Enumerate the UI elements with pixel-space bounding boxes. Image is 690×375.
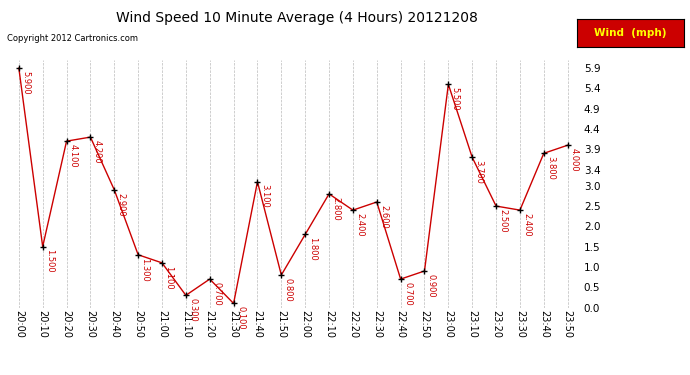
Text: 3.100: 3.100 — [260, 184, 269, 208]
Text: 1.100: 1.100 — [164, 266, 173, 289]
Text: 5.500: 5.500 — [451, 87, 460, 111]
Text: 0.700: 0.700 — [213, 282, 221, 306]
Text: 2.500: 2.500 — [499, 209, 508, 232]
Text: 5.900: 5.900 — [21, 71, 30, 94]
Text: 2.800: 2.800 — [331, 196, 340, 220]
Text: 3.700: 3.700 — [475, 160, 484, 184]
Text: 0.300: 0.300 — [188, 298, 197, 322]
Text: 4.100: 4.100 — [69, 144, 78, 168]
Text: 2.900: 2.900 — [117, 193, 126, 216]
Text: 2.600: 2.600 — [380, 205, 388, 228]
Text: 2.400: 2.400 — [355, 213, 364, 237]
Text: Copyright 2012 Cartronics.com: Copyright 2012 Cartronics.com — [7, 34, 138, 43]
Text: 0.800: 0.800 — [284, 278, 293, 302]
Text: 0.100: 0.100 — [236, 306, 245, 330]
Text: 1.800: 1.800 — [308, 237, 317, 261]
Text: 0.700: 0.700 — [403, 282, 412, 306]
Text: 3.800: 3.800 — [546, 156, 555, 180]
Text: 4.200: 4.200 — [93, 140, 102, 164]
Text: Wind  (mph): Wind (mph) — [594, 28, 667, 38]
Text: 0.900: 0.900 — [427, 274, 436, 297]
Text: 2.400: 2.400 — [522, 213, 531, 237]
Text: 1.500: 1.500 — [45, 249, 54, 273]
Text: 1.300: 1.300 — [141, 258, 150, 281]
Text: Wind Speed 10 Minute Average (4 Hours) 20121208: Wind Speed 10 Minute Average (4 Hours) 2… — [116, 11, 477, 25]
Text: 4.000: 4.000 — [570, 148, 579, 172]
